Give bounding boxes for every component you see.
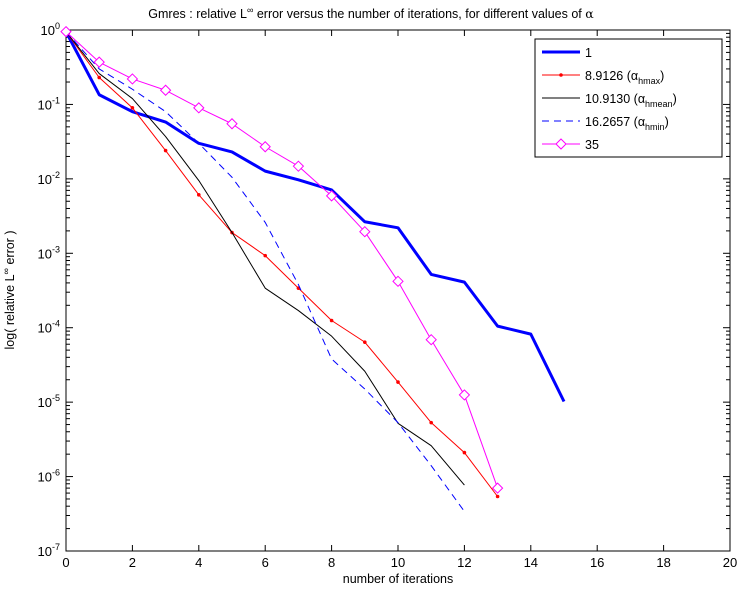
data-point bbox=[396, 380, 400, 384]
legend-label-3: 16.2657 (αhmin) bbox=[585, 115, 669, 132]
x-tick-label: 6 bbox=[262, 555, 269, 570]
data-point bbox=[429, 420, 434, 425]
x-tick-label: 2 bbox=[129, 555, 136, 570]
legend-label-0: 1 bbox=[585, 46, 592, 60]
data-point bbox=[363, 340, 367, 344]
y-tick-label: 10-3 bbox=[38, 244, 60, 261]
x-tick-label: 8 bbox=[328, 555, 335, 570]
data-point bbox=[193, 102, 205, 114]
data-point bbox=[495, 494, 500, 499]
data-point bbox=[555, 138, 567, 150]
x-tick-label: 18 bbox=[656, 555, 670, 570]
y-tick-label: 10-1 bbox=[38, 95, 60, 112]
x-tick-label: 20 bbox=[723, 555, 737, 570]
y-tick-label: 10-6 bbox=[38, 468, 60, 485]
y-tick-label: 10-2 bbox=[38, 170, 60, 187]
data-point bbox=[93, 56, 105, 68]
data-point bbox=[359, 225, 371, 238]
data-point bbox=[60, 25, 72, 38]
x-axis-ticks: 0 2 4 6 8 10 12 14 16 18 20 bbox=[62, 30, 737, 570]
data-point bbox=[97, 75, 101, 80]
data-point bbox=[425, 334, 437, 346]
series-line-1 bbox=[65, 31, 498, 497]
data-point bbox=[126, 73, 139, 85]
data-point bbox=[263, 253, 268, 258]
y-tick-label: 100 bbox=[41, 21, 60, 38]
data-point bbox=[159, 84, 172, 96]
series-line-3 bbox=[65, 31, 465, 512]
y-axis-ticks: 100 10-1 10-2 10-3 10-4 10-5 10-6 10-7 bbox=[38, 21, 730, 559]
data-point bbox=[559, 73, 563, 77]
data-point bbox=[458, 389, 471, 401]
y-tick-label: 10-5 bbox=[38, 393, 60, 410]
series-line-4 bbox=[65, 31, 499, 489]
data-point bbox=[130, 106, 135, 110]
legend-label-2: 10.9130 (αhmean) bbox=[585, 92, 677, 109]
data-point bbox=[163, 148, 168, 153]
series-layer bbox=[60, 25, 566, 512]
x-tick-label: 12 bbox=[457, 555, 471, 570]
data-point bbox=[392, 275, 404, 288]
legend-label-4: 35 bbox=[585, 138, 599, 152]
legend: 1 8.9126 (αhmax) 10.9130 (αhmean) 16.2657 (… bbox=[534, 38, 723, 158]
x-tick-label: 16 bbox=[590, 555, 604, 570]
x-tick-label: 4 bbox=[195, 555, 202, 570]
data-point bbox=[325, 190, 338, 202]
x-tick-label: 14 bbox=[524, 555, 538, 570]
x-tick-label: 0 bbox=[62, 555, 69, 570]
chart-title: Gmres : relative L∞ error versus the num… bbox=[148, 5, 594, 21]
data-point bbox=[292, 160, 305, 172]
x-tick-label: 10 bbox=[391, 555, 405, 570]
data-point bbox=[259, 141, 271, 153]
x-axis-label: number of iterations bbox=[343, 572, 453, 586]
data-point bbox=[329, 318, 334, 323]
y-tick-label: 10-7 bbox=[38, 542, 60, 559]
y-tick-label: 10-4 bbox=[38, 319, 60, 336]
data-point bbox=[462, 450, 467, 455]
data-point bbox=[197, 193, 201, 197]
data-point bbox=[226, 118, 238, 130]
data-point bbox=[491, 482, 504, 494]
legend-label-1: 8.9126 (αhmax) bbox=[585, 69, 664, 86]
y-axis-label: log( relative L∞ error ) bbox=[1, 231, 17, 350]
